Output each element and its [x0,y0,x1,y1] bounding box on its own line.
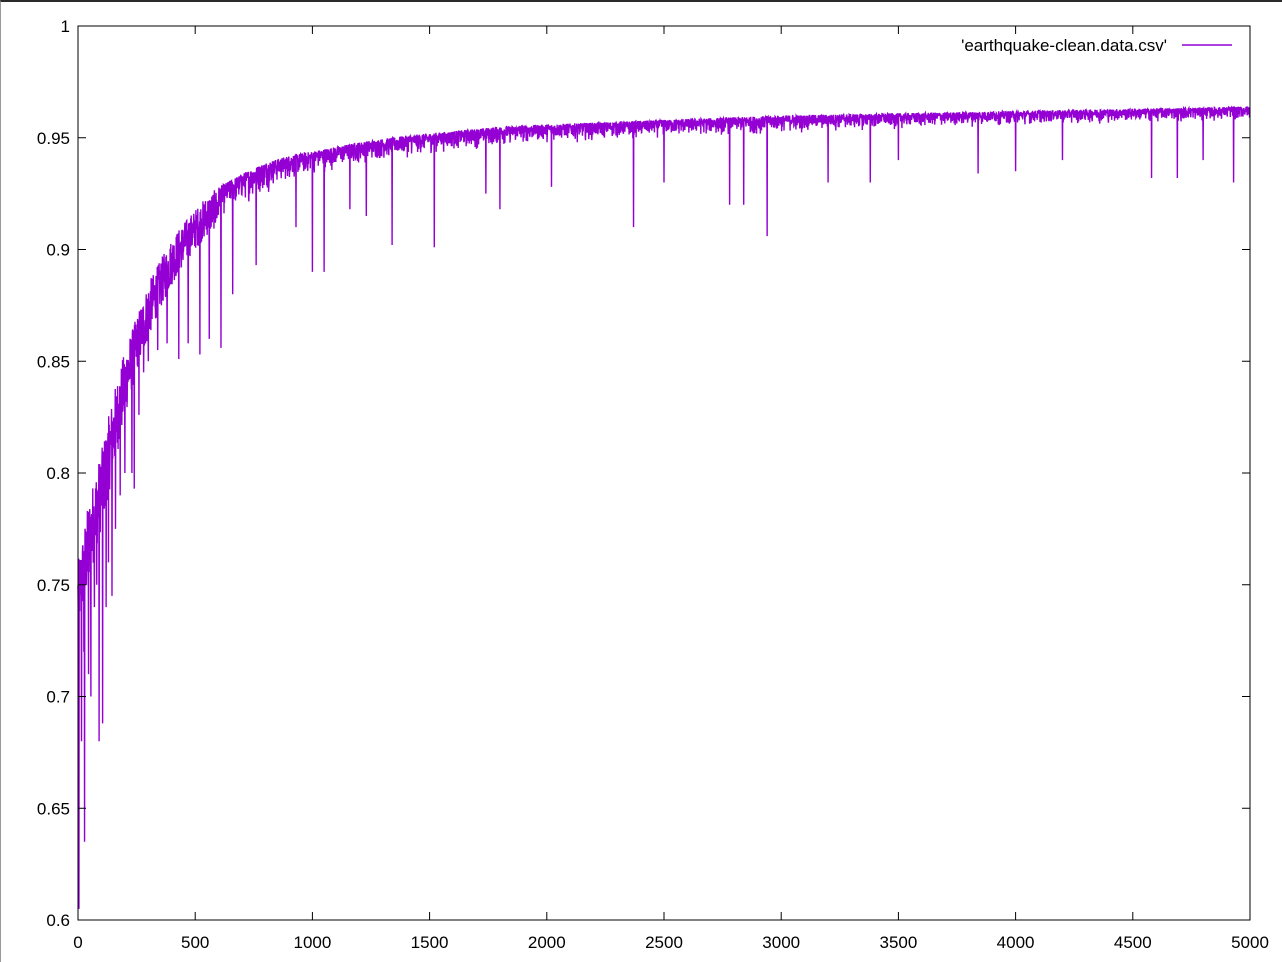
y-tick-label: 0.95 [37,129,70,148]
y-tick-label: 0.85 [37,352,70,371]
legend-entry-label: 'earthquake-clean.data.csv' [961,36,1167,55]
series-line [77,105,1251,909]
x-tick-label: 3000 [762,933,800,952]
x-tick-label: 4000 [997,933,1035,952]
y-tick-label: 0.65 [37,799,70,818]
y-tick-label: 1 [61,17,70,36]
y-tick-label: 0.6 [46,911,70,930]
y-tick-label: 0.8 [46,464,70,483]
y-tick-label: 0.75 [37,576,70,595]
x-tick-label: 1000 [293,933,331,952]
x-tick-label: 0 [73,933,82,952]
x-tick-label: 3500 [879,933,917,952]
x-tick-label: 500 [181,933,209,952]
x-tick-label: 4500 [1114,933,1152,952]
x-axis: 0 500 1000 1500 2000 2500 3000 3500 4000 4500 5000 [73,26,1269,952]
y-tick-label: 0.7 [46,688,70,707]
legend: 'earthquake-clean.data.csv' [961,36,1232,55]
series-layer [77,105,1251,909]
x-tick-label: 1500 [411,933,449,952]
y-tick-label: 0.9 [46,241,70,260]
x-tick-label: 2500 [645,933,683,952]
y-axis: 0.6 0.65 0.7 0.75 0.8 0.85 0.9 0.95 1 [37,17,1250,930]
x-tick-label: 5000 [1231,933,1269,952]
x-tick-label: 2000 [528,933,566,952]
